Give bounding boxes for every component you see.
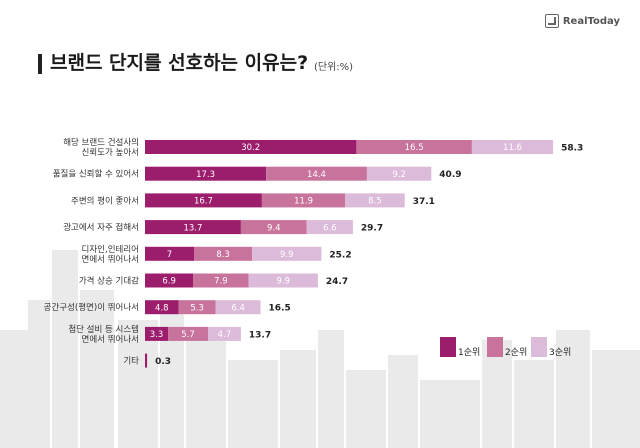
bar-segment-1 — [145, 220, 241, 235]
segment-value-label: 6.4 — [231, 303, 245, 313]
bar-segment-2 — [356, 140, 472, 154]
segment-value-label: 3.3 — [150, 330, 164, 340]
segment-value-label: 9.9 — [280, 250, 294, 260]
chart-title: 브랜드 단지를 선호하는 이유는? — [50, 52, 309, 74]
segment-value-label: 14.4 — [307, 170, 326, 180]
bar-segment-3 — [248, 273, 318, 288]
category-label: 주변의 평이 좋아서 — [71, 195, 139, 206]
segment-value-label: 4.7 — [218, 330, 232, 340]
bar-segment-3 — [366, 166, 432, 181]
total-value-label: 13.7 — [249, 330, 271, 340]
bar-segment-1 — [145, 140, 357, 154]
total-value-label: 24.7 — [326, 277, 348, 287]
bar-segment-3 — [306, 220, 353, 235]
bar-segment-2 — [266, 166, 367, 181]
total-value-label: 58.3 — [561, 144, 583, 154]
segment-value-label: 6.9 — [162, 277, 176, 287]
segment-value-label: 9.9 — [276, 277, 290, 287]
bar-segment-3 — [345, 193, 405, 208]
category-label: 광고에서 자주 접해서 — [63, 222, 139, 233]
bar-segment-2 — [194, 246, 253, 261]
bar-segment-2 — [261, 193, 346, 208]
total-value-label: 37.1 — [413, 197, 435, 207]
total-value-label: 0.3 — [155, 357, 171, 367]
total-value-label: 40.9 — [439, 170, 461, 180]
bar-segment-1 — [145, 353, 148, 368]
legend-label-2: 2순위 — [505, 347, 527, 358]
title-accent-bar — [38, 54, 42, 74]
total-value-label: 16.5 — [269, 304, 291, 314]
bar-segment-3 — [215, 300, 261, 315]
segment-value-label: 11.6 — [503, 143, 522, 153]
segment-value-label: 7.9 — [214, 277, 228, 287]
category-label: 품질을 신뢰할 수 있어서 — [53, 169, 139, 180]
segment-value-label: 8.3 — [216, 250, 230, 260]
bar-segment-2 — [240, 220, 307, 235]
segment-value-label: 9.4 — [267, 223, 281, 233]
bar-segment-1 — [145, 193, 262, 208]
bar-segment-1 — [145, 273, 194, 288]
segment-value-label: 9.2 — [392, 170, 406, 180]
segment-value-label: 16.5 — [405, 143, 424, 153]
bar-segment-3 — [252, 246, 322, 261]
segment-value-label: 8.5 — [368, 197, 382, 207]
legend-swatch-1 — [440, 337, 456, 357]
total-value-label: 29.7 — [361, 224, 383, 234]
segment-value-label: 13.7 — [183, 223, 202, 233]
segment-value-label: 16.7 — [194, 197, 213, 207]
bar-segment-1 — [145, 246, 194, 261]
category-label: 첨단 설비 등 시스템 면에서 뛰어나서 — [68, 324, 139, 345]
legend-label-1: 1순위 — [458, 347, 480, 358]
category-label: 가격 상승 기대감 — [79, 276, 139, 287]
segment-value-label: 17.3 — [196, 170, 215, 180]
bar-segment-3 — [208, 326, 241, 341]
realtoday-logo-icon — [544, 14, 559, 28]
unit-label: (단위:%) — [314, 62, 354, 73]
bar-segment-2 — [168, 326, 208, 341]
bar-segment-3 — [471, 140, 554, 154]
segment-value-label: 11.9 — [294, 197, 313, 207]
segment-value-label: 6.6 — [323, 223, 337, 233]
legend-swatch-3 — [531, 337, 547, 357]
legend-label-3: 3순위 — [549, 347, 571, 358]
segment-value-label: 4.8 — [155, 303, 169, 313]
category-label: 공간구성(평면)이 뛰어나서 — [44, 302, 139, 313]
brand-name: RealToday — [562, 15, 620, 27]
bar-segment-2 — [193, 273, 249, 288]
segment-value-label: 7 — [167, 250, 172, 260]
segment-value-label: 30.2 — [241, 143, 260, 153]
bar-segment-1 — [145, 300, 179, 315]
bar-segment-1 — [145, 166, 267, 181]
brand-logo: RealToday — [544, 14, 620, 28]
category-label: 디자인,인테리어 면에서 뛰어나서 — [82, 244, 139, 265]
segment-value-label: 5.7 — [181, 330, 195, 340]
segment-value-label: 5.3 — [190, 303, 204, 313]
total-value-label: 25.2 — [329, 250, 351, 260]
legend-swatch-2 — [487, 337, 503, 357]
bar-segment-1 — [145, 326, 169, 341]
category-label: 기타 — [123, 357, 139, 367]
bar-segment-2 — [178, 300, 216, 315]
category-label: 해당 브랜드 건설사의 신뢰도가 높아서 — [63, 137, 139, 158]
